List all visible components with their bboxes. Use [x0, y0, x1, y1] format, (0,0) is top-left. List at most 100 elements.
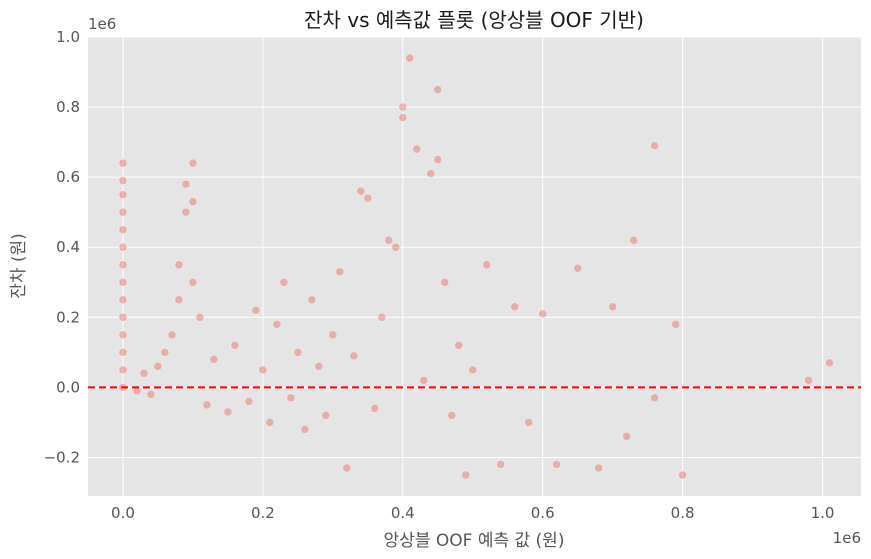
data-point	[167, 330, 177, 340]
plot-area	[88, 37, 861, 496]
y-axis-label: 잔차 (원)	[9, 233, 29, 299]
y-tick-label: 0.0	[56, 378, 80, 396]
data-point	[209, 355, 219, 364]
data-point	[510, 302, 519, 312]
data-point	[174, 260, 184, 269]
x-axis-offset-label: 1e6	[833, 529, 861, 547]
x-axis-label: 앙상블 OOF 예측 값 (원)	[384, 531, 565, 551]
data-point	[419, 376, 429, 385]
data-point	[286, 393, 296, 403]
data-point	[293, 348, 303, 357]
data-point	[188, 158, 198, 168]
data-point	[650, 141, 659, 150]
data-point	[538, 309, 547, 319]
data-point	[307, 295, 317, 305]
data-point	[349, 351, 359, 361]
data-point	[118, 225, 128, 234]
data-point	[153, 362, 163, 371]
y-gridlines	[88, 36, 861, 458]
data-point	[118, 278, 128, 287]
data-point	[356, 186, 366, 196]
data-point	[223, 407, 233, 417]
data-point	[300, 425, 310, 434]
data-point	[118, 260, 128, 269]
y-tick-label: 0.2	[56, 308, 80, 326]
data-point	[804, 376, 813, 385]
data-point	[552, 460, 561, 469]
data-point	[377, 313, 387, 322]
data-point	[118, 313, 128, 322]
data-point	[468, 365, 478, 375]
data-point	[426, 169, 436, 178]
y-tick-label: −0.2	[44, 448, 80, 466]
data-point	[118, 176, 128, 185]
data-point	[454, 341, 464, 350]
data-point	[461, 470, 471, 480]
x-tick-label: 0.4	[391, 504, 415, 522]
x-tick-label: 0.2	[251, 504, 275, 522]
data-point	[181, 179, 191, 189]
data-point	[279, 278, 289, 287]
data-point	[391, 242, 401, 252]
data-point	[118, 295, 128, 305]
data-point	[335, 267, 345, 277]
y-tick-label: 1.0	[56, 28, 80, 46]
data-point	[650, 393, 659, 403]
data-point	[398, 102, 408, 112]
data-point	[188, 278, 198, 287]
data-point	[174, 295, 184, 305]
data-point	[629, 235, 638, 245]
data-point	[370, 404, 380, 413]
data-point	[118, 330, 128, 340]
data-point	[118, 365, 128, 375]
data-point	[160, 348, 170, 357]
data-point	[412, 144, 422, 154]
x-tick-label: 0.8	[671, 504, 695, 522]
data-point	[594, 463, 603, 473]
x-tick-label: 0.0	[111, 504, 135, 522]
data-point	[405, 53, 415, 63]
y-tick-labels: −0.2 0.0 0.2 0.4 0.6 0.8 1.0	[44, 28, 80, 466]
data-point	[328, 330, 338, 340]
data-point	[118, 190, 128, 199]
data-point	[825, 358, 834, 368]
data-point	[314, 362, 324, 371]
data-point	[258, 365, 268, 375]
data-point	[272, 320, 282, 329]
data-point	[244, 397, 254, 406]
data-point	[671, 320, 680, 329]
data-point	[384, 235, 394, 245]
data-point	[440, 278, 450, 287]
data-point	[181, 207, 191, 217]
data-point	[363, 193, 373, 203]
data-point	[342, 463, 352, 473]
data-point	[188, 197, 198, 206]
chart-title: 잔차 vs 예측값 플롯 (앙상블 OOF 기반)	[304, 8, 644, 32]
data-point	[482, 260, 491, 269]
scatter-points	[118, 53, 834, 480]
y-tick-label: 0.4	[56, 238, 80, 256]
data-point	[146, 390, 156, 399]
data-point	[433, 85, 443, 94]
data-point	[202, 400, 212, 410]
data-point	[321, 411, 331, 420]
data-point	[573, 264, 582, 273]
data-point	[622, 432, 631, 441]
data-point	[433, 155, 443, 164]
x-tick-label: 0.6	[531, 504, 555, 522]
data-point	[496, 460, 505, 469]
data-point	[195, 313, 205, 322]
data-point	[251, 306, 261, 315]
data-point	[118, 207, 128, 217]
data-point	[398, 113, 408, 122]
y-axis-offset-label: 1e6	[88, 15, 116, 33]
y-tick-label: 0.8	[56, 98, 80, 116]
x-tick-labels: 0.0 0.2 0.4 0.6 0.8 1.0	[111, 504, 834, 522]
x-tick-label: 1.0	[811, 504, 835, 522]
data-point	[678, 470, 687, 480]
data-point	[608, 302, 617, 312]
data-point	[118, 158, 128, 168]
data-point	[265, 418, 275, 427]
data-point	[230, 341, 240, 350]
